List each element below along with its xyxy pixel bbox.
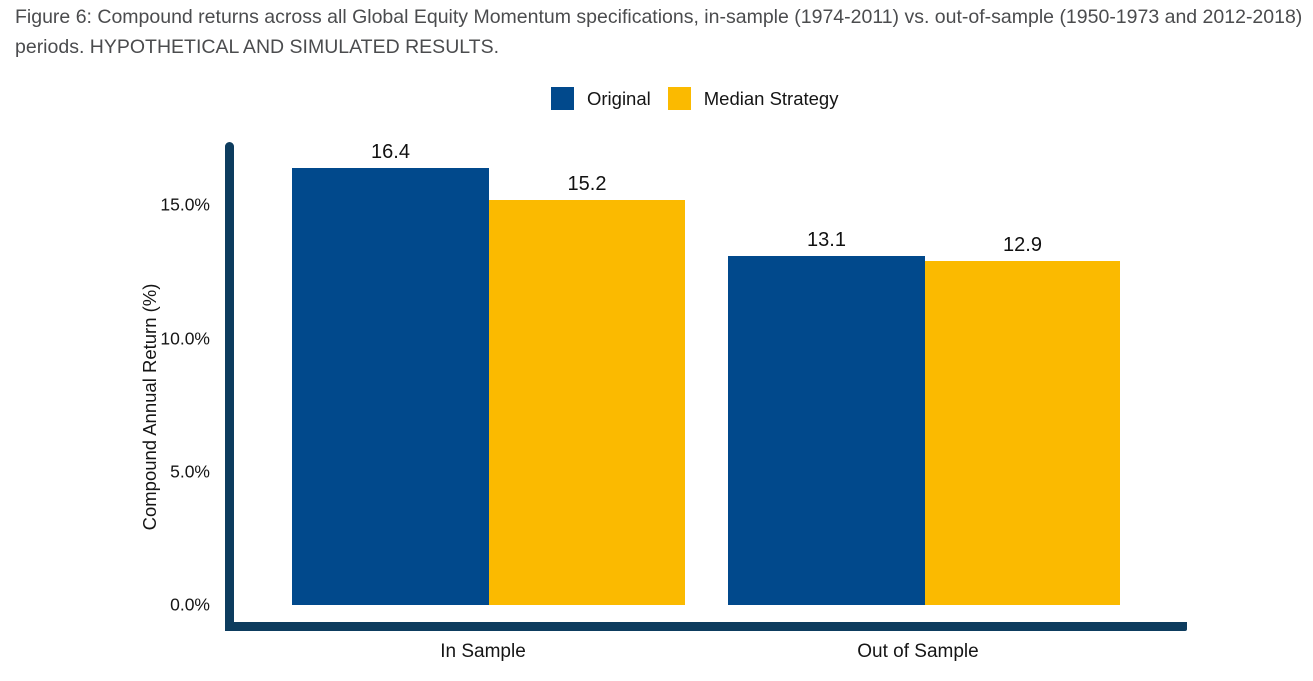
chart-legend: Original Median Strategy [551, 87, 838, 110]
legend-label-median-strategy: Median Strategy [703, 87, 839, 109]
y-tick-10: 10.0% [160, 328, 210, 348]
x-label-out-of-sample: Out of Sample [857, 641, 979, 662]
bar-value-in-sample-median-strategy: 15.2 [567, 172, 607, 195]
legend-label-original: Original [587, 87, 651, 109]
bar-in-sample-median-strategy: 15.2 [489, 173, 685, 605]
legend-item-median-strategy: Median Strategy [667, 87, 839, 110]
legend-item-original: Original [551, 87, 651, 110]
bar-fill-in-sample-median-strategy [489, 199, 685, 605]
legend-swatch-original [551, 87, 574, 110]
y-axis-title: Compound Annual Return (%) [139, 283, 160, 531]
y-tick-15: 15.0% [160, 194, 210, 215]
legend-swatch-median-strategy [667, 87, 691, 110]
bar-fill-out-of-sample-median-strategy [925, 261, 1120, 605]
bar-out-of-sample-median-strategy: 12.9 [925, 234, 1120, 605]
y-tick-5: 5.0% [170, 461, 210, 482]
bar-in-sample-original: 16.4 [292, 141, 489, 605]
bar-fill-out-of-sample-original [728, 255, 925, 605]
x-label-in-sample: In Sample [440, 641, 526, 662]
x-axis-line [225, 622, 1187, 631]
y-axis-line [225, 142, 234, 631]
bar-value-out-of-sample-original: 13.1 [807, 228, 846, 251]
bar-out-of-sample-original: 13.1 [728, 229, 925, 605]
bar-fill-in-sample-original [292, 167, 489, 605]
figure-caption: Figure 6: Compound returns across all Gl… [15, 6, 1303, 58]
bar-value-out-of-sample-median-strategy: 12.9 [1003, 234, 1042, 257]
bar-value-in-sample-original: 16.4 [371, 140, 410, 163]
y-tick-0: 0.0% [170, 594, 210, 615]
